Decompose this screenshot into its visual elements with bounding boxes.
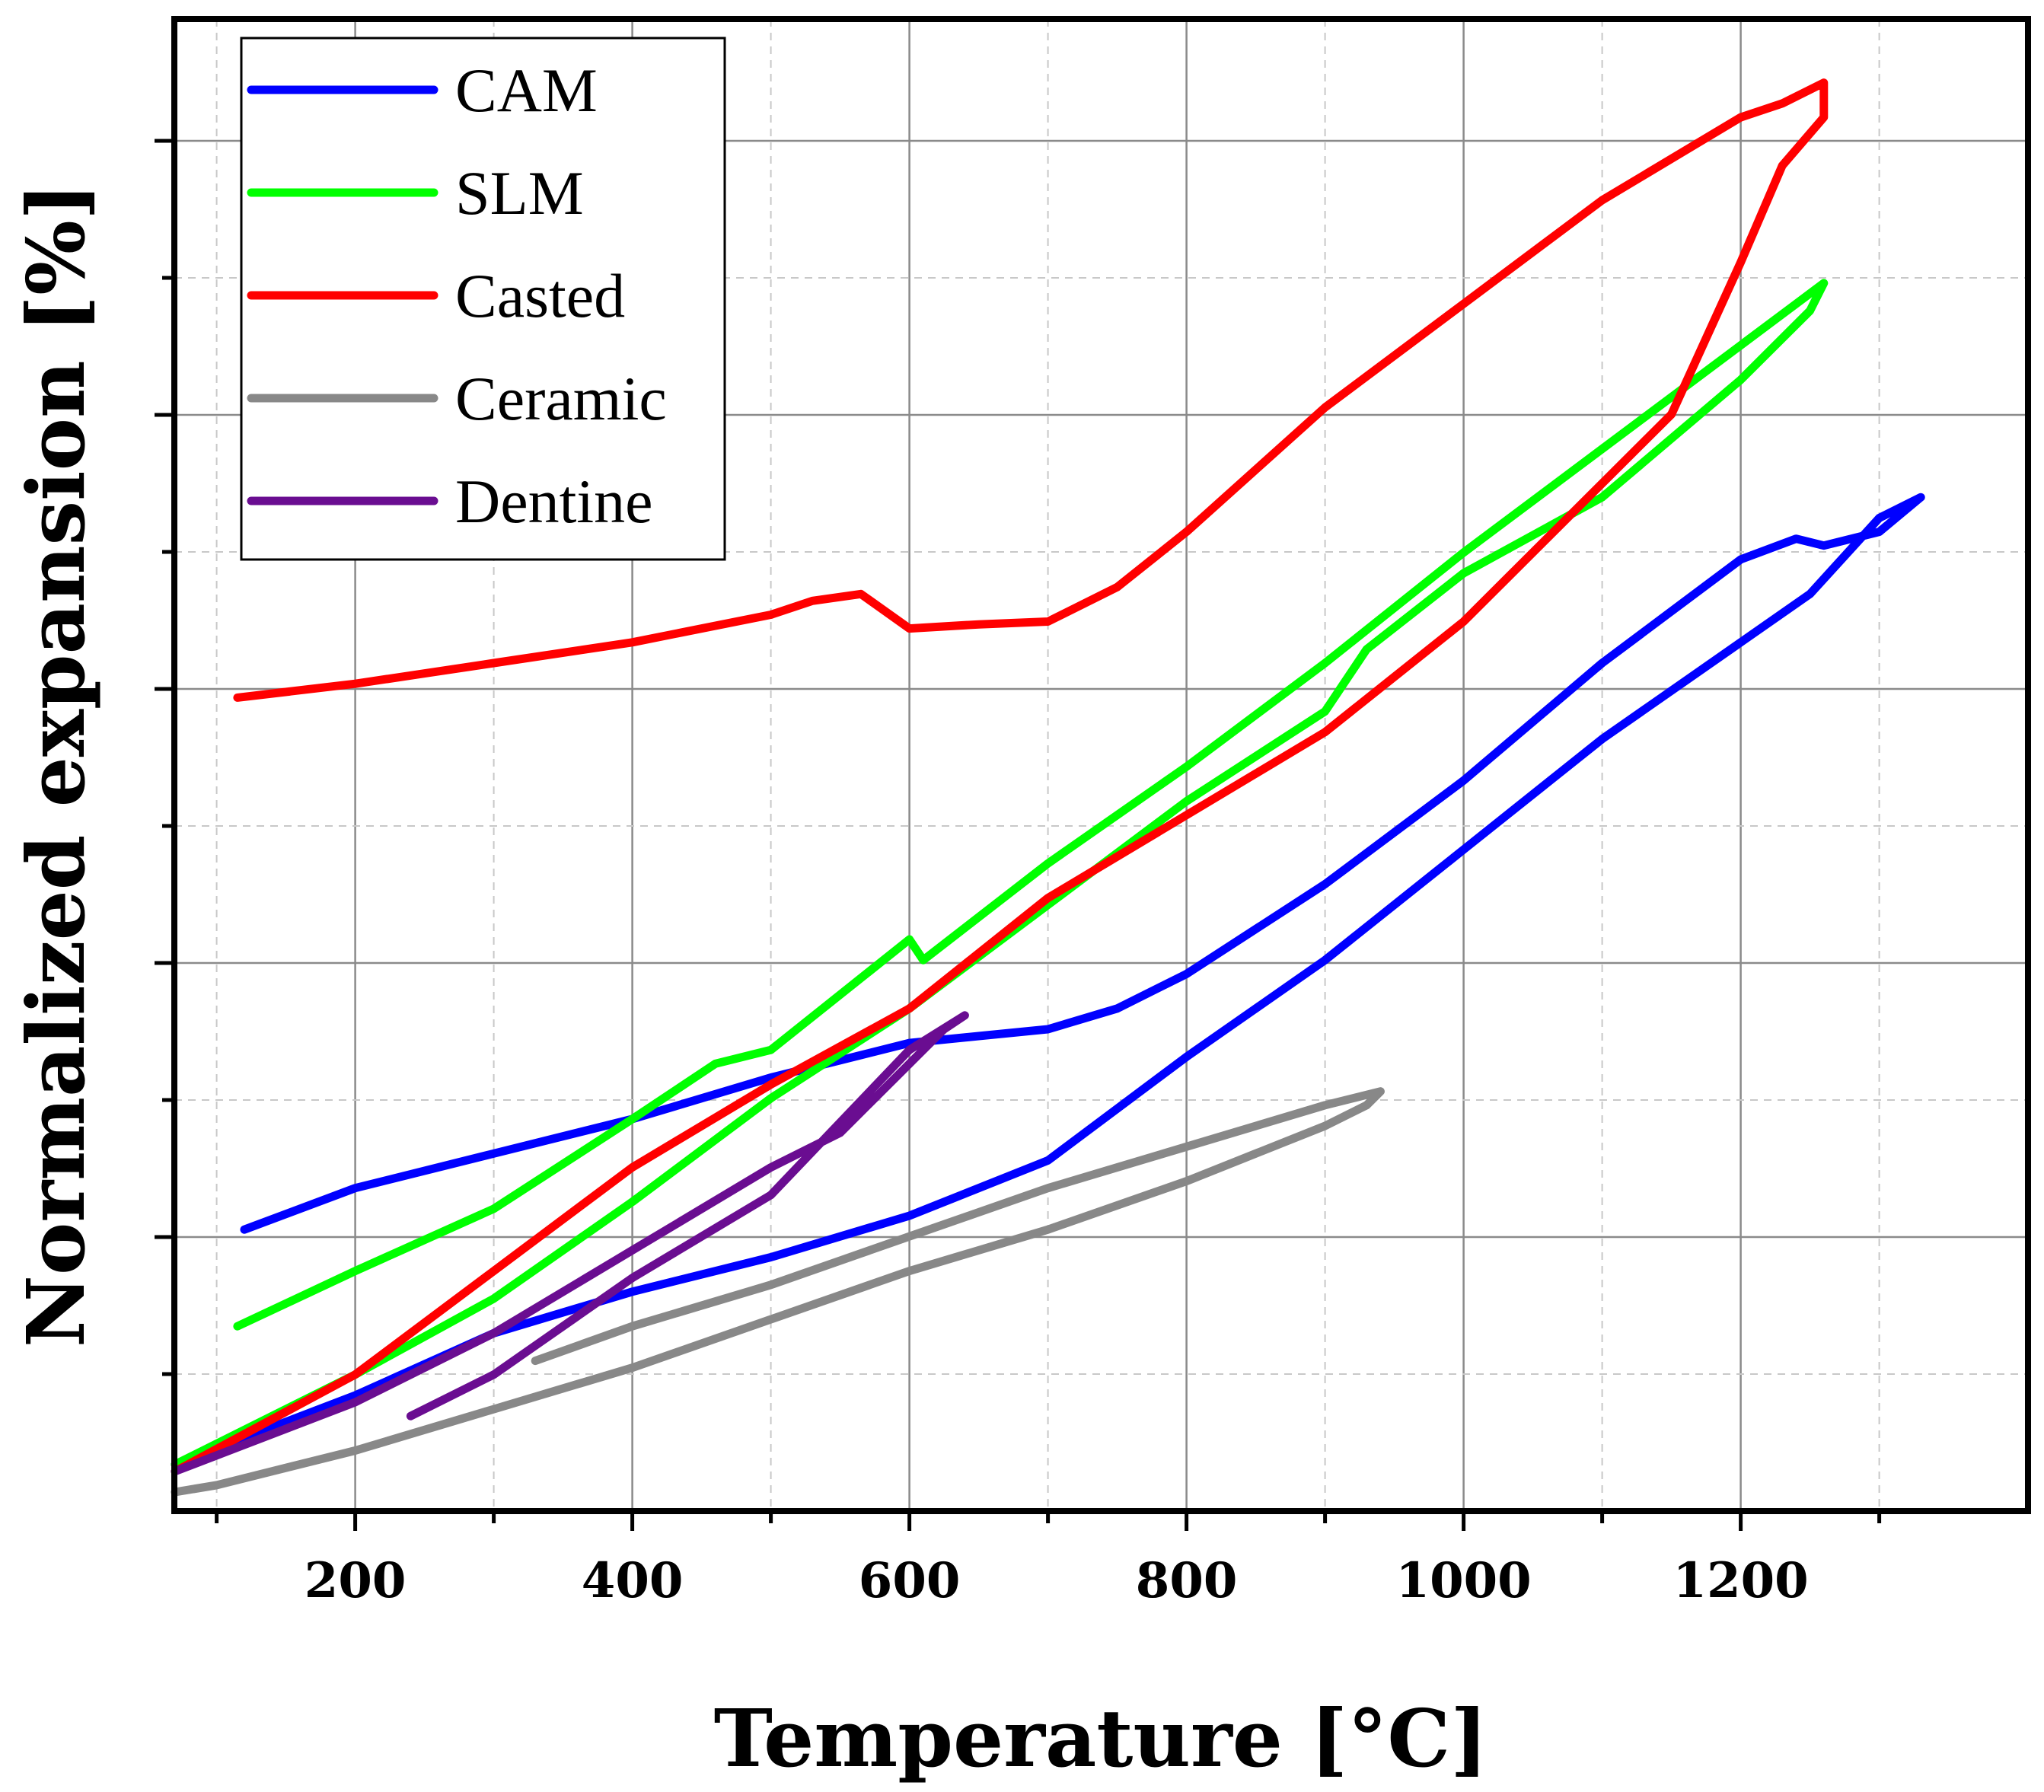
series-line-dentine <box>171 1011 969 1476</box>
x-tick-labels: 200 400 600 800 1000 1200 <box>305 1552 1809 1609</box>
legend-items: CAM SLM Casted Ceramic Dentine <box>247 56 667 536</box>
x-tick-label: 400 <box>582 1552 684 1609</box>
series-line-casted <box>171 78 1829 1476</box>
legend-label: Ceramic <box>455 364 667 433</box>
x-axis-title: Temperature [°C] <box>714 1692 1488 1785</box>
axis-ticks <box>155 139 1882 1531</box>
y-axis-title: Normalized expansion [%] <box>9 183 103 1347</box>
series-lines <box>171 78 1925 1497</box>
x-tick-label: 800 <box>1136 1552 1238 1609</box>
x-tick-label: 200 <box>305 1552 407 1609</box>
series-line-cam <box>171 493 1925 1469</box>
legend-label: Dentine <box>455 467 653 536</box>
x-tick-label: 1200 <box>1673 1552 1809 1609</box>
series-line-ceramic <box>171 1087 1385 1497</box>
legend-label: Casted <box>455 261 625 330</box>
plot-frame <box>171 16 2031 1514</box>
legend-label: CAM <box>455 56 598 125</box>
legend-label: SLM <box>455 158 584 228</box>
legend: CAM SLM Casted Ceramic Dentine <box>240 37 726 561</box>
x-tick-label: 1000 <box>1396 1552 1532 1609</box>
x-tick-label: 600 <box>859 1552 961 1609</box>
